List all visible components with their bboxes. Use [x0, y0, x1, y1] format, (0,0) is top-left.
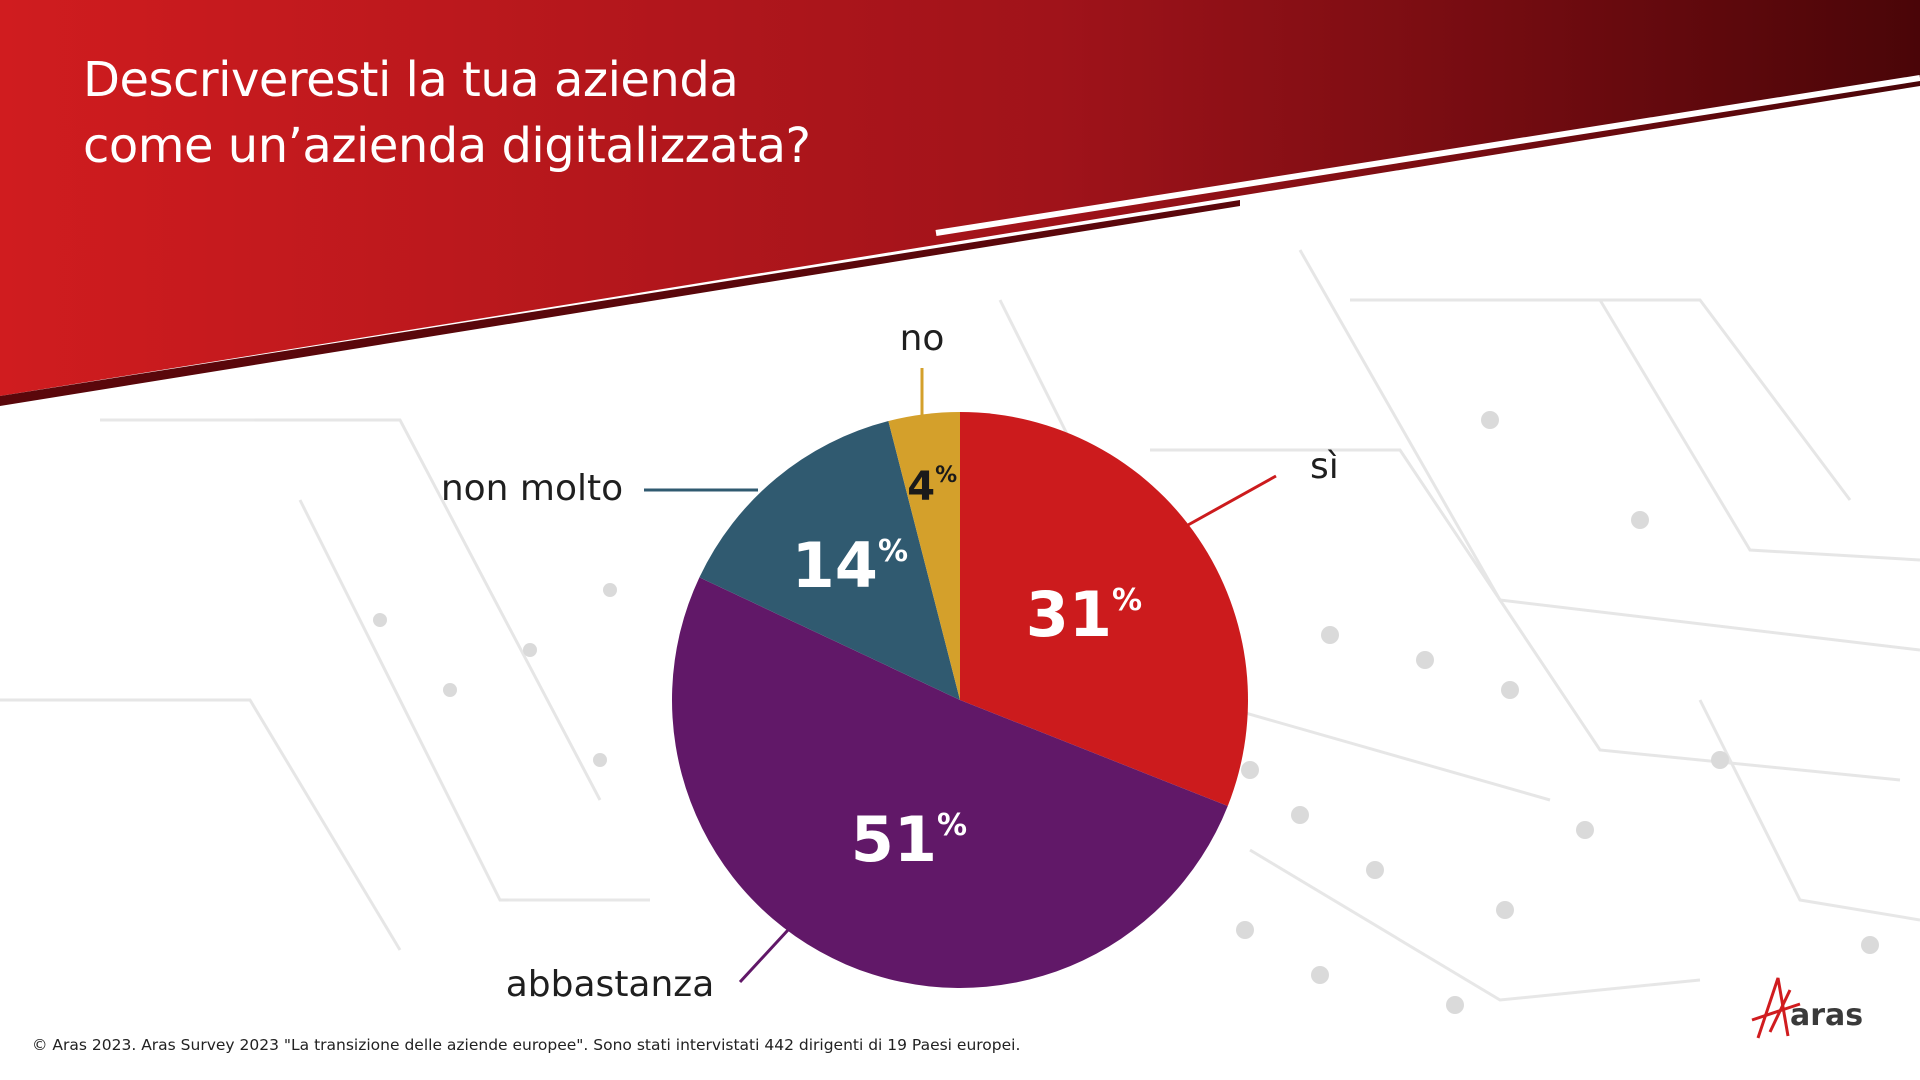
- slice-value-label-1: 31%: [1026, 578, 1142, 651]
- slice-category-label-1: sì: [1310, 446, 1339, 487]
- slice-value-label-4: 4%: [907, 463, 957, 510]
- leader-line-1: [1187, 474, 1277, 527]
- banner-dark-stripe: [0, 200, 1240, 406]
- slice-category-label-3: non molto: [441, 468, 623, 509]
- pie-slice-3: [699, 421, 960, 700]
- pie-labels: sì abbastanza non molto no: [441, 318, 1339, 1005]
- pie-chart: 31% 51% 14% 4%: [672, 411, 1248, 988]
- slide-title-line-1: Descriveresti la tua azienda: [83, 52, 739, 108]
- circuit-background: [0, 249, 1920, 1002]
- header-banner: [0, 0, 1920, 396]
- slice-category-label-2: abbastanza: [506, 964, 715, 1005]
- footer-note: © Aras 2023. Aras Survey 2023 "La transi…: [32, 1036, 1021, 1054]
- pie-slice-1: [960, 411, 1248, 807]
- slice-value-label-3: 14%: [792, 529, 908, 602]
- leader-line-2: [738, 928, 790, 984]
- aras-logo-text: aras: [1790, 998, 1864, 1033]
- slice-value-label-2: 51%: [851, 803, 967, 876]
- pie-slice-4: [888, 412, 960, 700]
- slice-category-label-4: no: [900, 318, 945, 359]
- slide-title-line-2: come un’azienda digitalizzata?: [83, 118, 811, 174]
- circuit-dots: [373, 411, 1879, 1014]
- banner-white-stripe: [935, 75, 1920, 236]
- pie-slice-2: [672, 577, 1228, 988]
- aras-logo-icon: [1751, 977, 1801, 1039]
